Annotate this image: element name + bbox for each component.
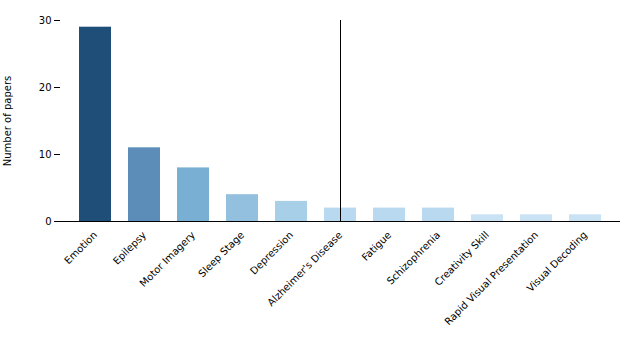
svg-text:Visual Decoding: Visual Decoding — [525, 229, 590, 294]
svg-text:20: 20 — [39, 82, 52, 93]
svg-text:30: 30 — [39, 15, 52, 26]
svg-text:Sleep Stage: Sleep Stage — [196, 229, 246, 279]
svg-text:Creativity Skill: Creativity Skill — [432, 229, 492, 288]
svg-text:Schizophrenia: Schizophrenia — [384, 229, 443, 287]
svg-text:Epilepsy: Epilepsy — [111, 229, 148, 266]
svg-text:0: 0 — [45, 216, 51, 227]
svg-text:Depression: Depression — [248, 229, 295, 276]
svg-text:Motor Imagery: Motor Imagery — [137, 229, 197, 289]
svg-text:10: 10 — [39, 149, 52, 160]
svg-text:Emotion: Emotion — [62, 229, 99, 266]
svg-text:Rapid Visual Presentation: Rapid Visual Presentation — [442, 229, 540, 327]
svg-text:Number of papers: Number of papers — [2, 76, 13, 166]
svg-text:Alzheimer's Disease: Alzheimer's Disease — [265, 229, 344, 308]
svg-text:Fatigue: Fatigue — [360, 229, 394, 263]
